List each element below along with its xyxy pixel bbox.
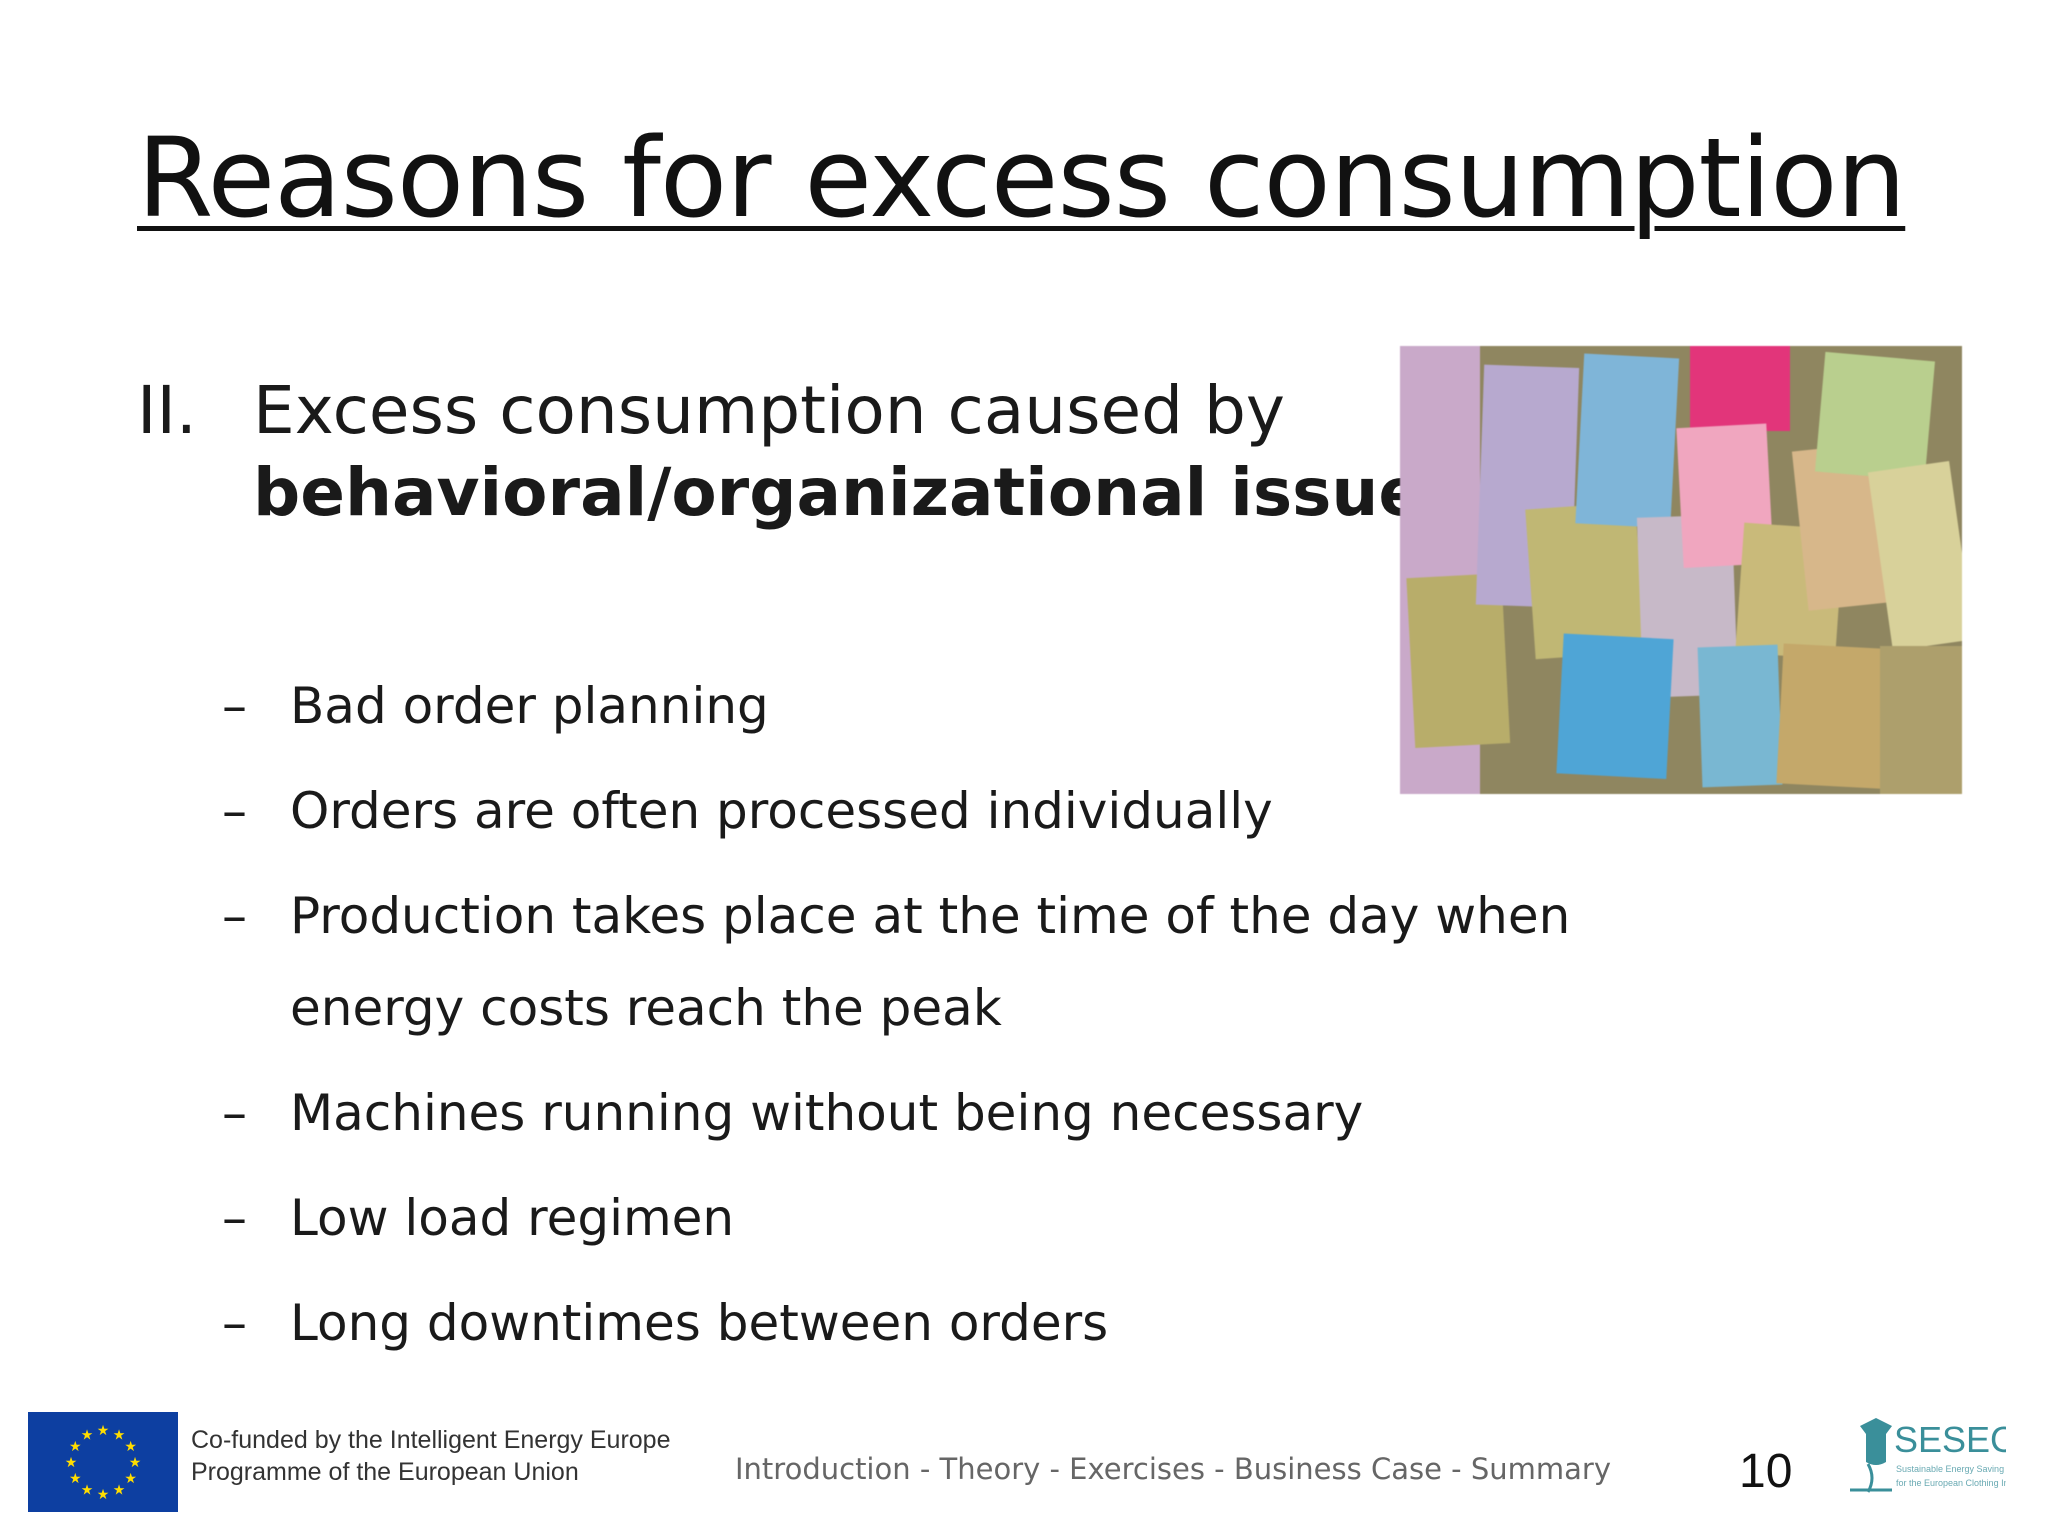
bullet-item: – Machines running without being necessa… [222,1067,1570,1159]
bullet-text: Low load regimen [290,1189,735,1247]
eu-flag-icon: ★ ★ ★ ★ ★ ★ ★ ★ ★ ★ ★ ★ [28,1412,178,1512]
bullet-item: – Bad order planning [222,660,1570,752]
bullet-item: – Orders are often processed individuall… [222,765,1570,857]
bullet-dash: – [222,1084,247,1142]
sesec-logo-icon: SESEC Sustainable Energy Saving for the … [1846,1404,2034,1514]
bullet-dash: – [222,782,247,840]
bullet-dash: – [222,887,247,945]
section-number: II. [137,372,197,449]
bullet-text: Orders are often processed individually [290,782,1273,840]
page-number: 10 [1739,1445,1793,1498]
eu-star-icon: ★ [124,1471,137,1487]
section-text-regular: Excess consumption caused by [253,372,1285,449]
eu-star-icon: ★ [97,1423,110,1439]
eu-star-icon: ★ [81,1427,94,1443]
bullet-item: – Long downtimes between orders [222,1277,1570,1369]
eu-star-icon: ★ [129,1455,142,1471]
bullet-dash: – [222,1189,247,1247]
eu-star-icon: ★ [124,1439,137,1455]
bullet-list: – Bad order planning – Orders are often … [222,660,1570,1382]
eu-star-icon: ★ [113,1483,126,1499]
sesec-logo-sub2: for the European Clothing Industry [1896,1478,2006,1488]
slide-title: Reasons for excess consumption [137,114,1906,242]
bullet-text: Machines running without being necessary [290,1084,1364,1142]
eu-star-icon: ★ [65,1455,78,1471]
eu-star-icon: ★ [113,1427,126,1443]
eu-star-icon: ★ [69,1439,82,1455]
footer-navigation: Introduction - Theory - Exercises - Busi… [735,1452,1611,1486]
bullet-item: – Production takes place at the time of … [222,870,1570,1054]
bullet-text-line1: Production takes place at the time of th… [290,887,1571,945]
cofunded-line1: Co-funded by the Intelligent Energy Euro… [191,1426,671,1454]
eu-star-icon: ★ [97,1487,110,1503]
bullet-dash: – [222,677,247,735]
bullet-text: Bad order planning [290,677,769,735]
eu-star-icon: ★ [81,1483,94,1499]
cofunded-text: Co-funded by the Intelligent Energy Euro… [191,1424,670,1488]
eu-star-icon: ★ [69,1471,82,1487]
bullet-dash: – [222,1294,247,1352]
sesec-logo-sub1: Sustainable Energy Saving [1896,1464,2004,1474]
bullet-text-line2: energy costs reach the peak [290,979,1002,1037]
bullet-text: Long downtimes between orders [290,1294,1109,1352]
sesec-logo-text: SESEC [1894,1419,2006,1460]
section-text: Excess consumption caused by behavioral/… [253,370,1489,534]
bullet-item: – Low load regimen [222,1172,1570,1264]
sticky-notes-photo [1400,346,1962,794]
section-text-bold: behavioral/organizational issues: [253,454,1489,531]
cofunded-line2: Programme of the European Union [191,1458,579,1486]
